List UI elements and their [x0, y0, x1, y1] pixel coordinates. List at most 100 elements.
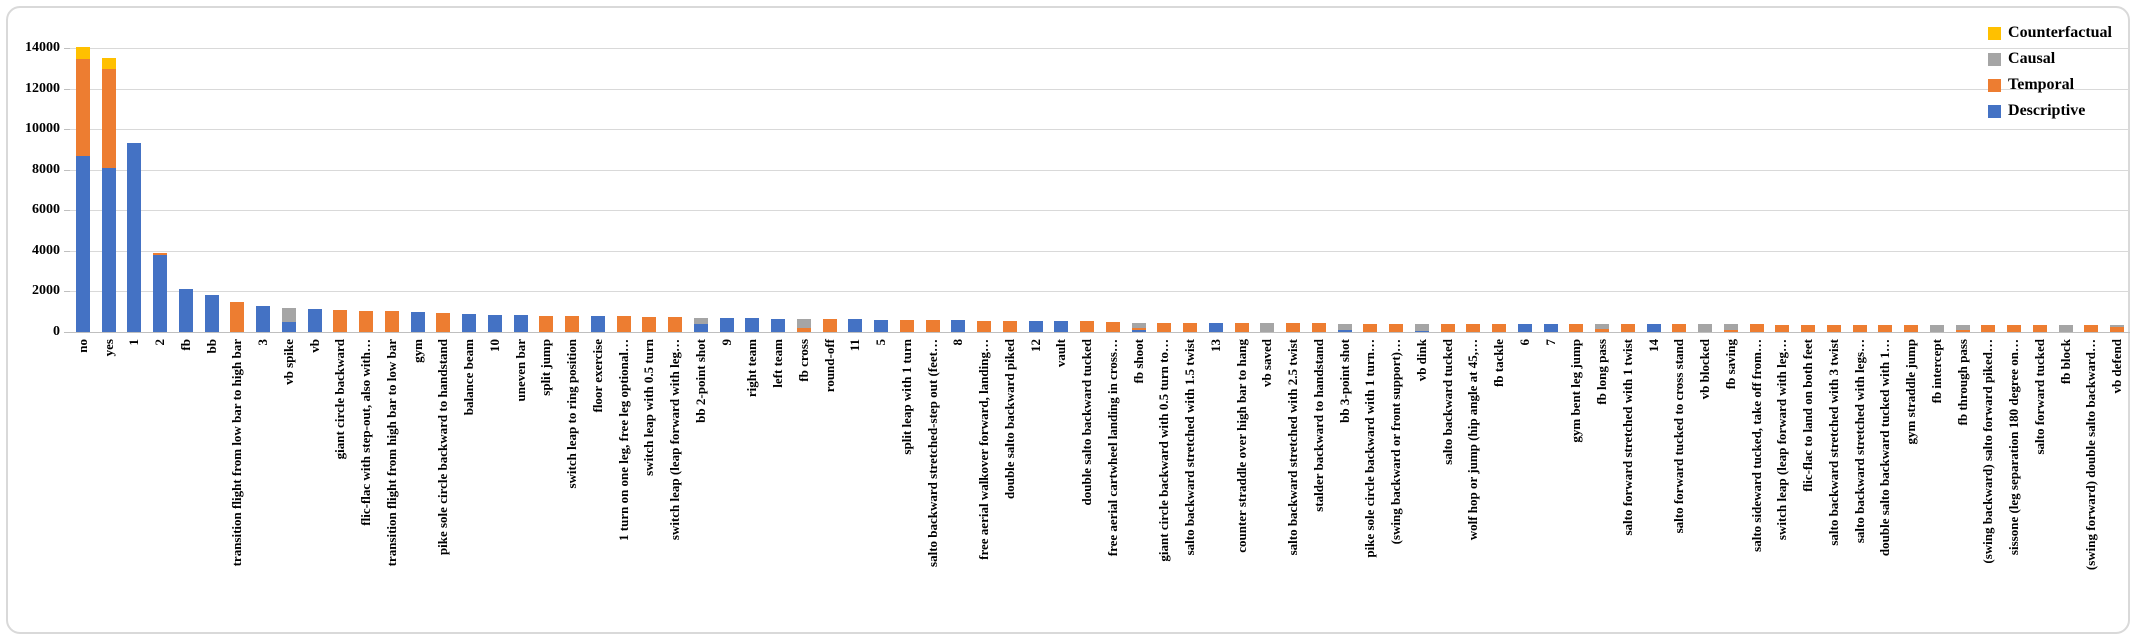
bar-segment-descriptive — [204, 295, 219, 332]
x-axis-category-label: sissone (leg separation 180 degree on… — [2006, 339, 2022, 556]
bar-segment-temporal — [977, 320, 992, 332]
x-axis-category-label: 14 — [1645, 339, 1661, 352]
bar-segment-temporal — [1620, 324, 1635, 332]
x-axis-category-label: salto backward stretched with legs… — [1851, 339, 1867, 544]
x-axis-category-label: double salto backward tucked with 1… — [1877, 339, 1893, 557]
x-axis-category-label: 1 — [126, 339, 142, 346]
x-axis-category-label: double salto backward tucked — [1079, 339, 1095, 506]
x-axis-category-label: vb — [306, 339, 322, 353]
y-axis-tick-label: 8000 — [32, 161, 60, 177]
x-axis-category-label: giant circle backward with 0.5 turn to… — [1156, 339, 1172, 562]
y-axis-tick — [64, 129, 70, 131]
bar-segment-causal — [1131, 322, 1146, 328]
x-axis-category-label: 2 — [152, 339, 168, 346]
y-axis-tick — [64, 291, 70, 293]
bar-segment-descriptive — [951, 320, 966, 332]
bar-segment-descriptive — [487, 314, 502, 332]
x-axis-category-label: fb long pass — [1594, 339, 1610, 405]
x-axis-category-label: bb — [203, 339, 219, 354]
x-axis-category-label: salto backward stretched with 3 twist — [1825, 339, 1841, 546]
bar-segment-temporal — [899, 319, 914, 332]
y-axis-tick — [64, 169, 70, 171]
bar-segment-descriptive — [127, 143, 142, 332]
bar-segment-descriptive — [307, 308, 322, 332]
y-axis-tick — [64, 332, 70, 333]
x-axis-category-label: 13 — [1207, 339, 1223, 352]
y-axis-tick-label: 6000 — [32, 202, 60, 218]
bar-segment-temporal — [1672, 324, 1687, 332]
y-axis-tick-label: 0 — [53, 324, 60, 339]
x-axis-category-label: fb block — [2057, 339, 2073, 385]
x-axis-category-label: vault — [1053, 339, 1069, 368]
x-axis-category-label: 12 — [1027, 339, 1043, 352]
legend-label: Descriptive — [2008, 102, 2086, 119]
x-axis-category-label: 9 — [718, 339, 734, 346]
x-axis-category-label: salto forward stretched with 1 twist — [1619, 339, 1635, 536]
y-axis-tick-label: 4000 — [32, 242, 60, 258]
x-axis-category-label: salto backward stretched with 1.5 twist — [1182, 339, 1198, 556]
legend-item-descriptive: Descriptive — [1988, 102, 2112, 120]
legend-item-counterfactual: Counterfactual — [1988, 24, 2112, 42]
legend-item-temporal: Temporal — [1988, 76, 2112, 94]
x-axis-category-label: vb spike — [280, 339, 296, 385]
x-axis-category-label: flic-flac to land on both feet — [1800, 339, 1816, 492]
x-axis-category-label: salto backward stretched with 2.5 twist — [1285, 339, 1301, 556]
bar-segment-descriptive — [1517, 324, 1532, 332]
bar-segment-temporal — [1080, 321, 1095, 332]
bar-segment-descriptive — [1131, 329, 1146, 332]
legend-swatch-icon — [1988, 26, 2002, 40]
x-axis-category-label: vb blocked — [1697, 339, 1713, 400]
bar-segment-temporal — [1801, 324, 1816, 332]
bar-segment-temporal — [1749, 324, 1764, 332]
x-axis-category-label: bb 2-point shot — [692, 339, 708, 423]
bar-segment-temporal — [2110, 326, 2125, 332]
y-axis-tick-label: 10000 — [25, 121, 60, 137]
bar-segment-temporal — [1723, 329, 1738, 332]
bar-segment-descriptive — [1028, 321, 1043, 332]
bar-segment-causal — [1337, 323, 1352, 330]
bar-segment-temporal — [1904, 324, 1919, 332]
bar-segment-temporal — [1852, 324, 1867, 332]
x-axis-category-label: (swing backward or front support)… — [1388, 339, 1404, 545]
bar-segment-temporal — [1492, 324, 1507, 332]
y-axis-tick-label: 12000 — [25, 80, 60, 96]
x-axis-category-label: fb tackle — [1491, 339, 1507, 388]
x-axis-category-label: free aerial walkover forward, landing… — [976, 339, 992, 560]
bar-segment-temporal — [1183, 323, 1198, 332]
bar-segment-temporal — [1878, 324, 1893, 332]
bar-segment-temporal — [642, 316, 657, 332]
legend-swatch-icon — [1988, 52, 2002, 66]
x-axis-category-label: salto forward tucked to cross stand — [1671, 339, 1687, 534]
x-axis-category-label: (swing forward) double salto backward… — [2083, 339, 2099, 571]
bar-segment-causal — [281, 307, 296, 322]
x-axis-category-label: vb defend — [2109, 339, 2125, 394]
y-axis-tick — [64, 88, 70, 90]
y-axis-tick — [64, 210, 70, 212]
bar-segment-descriptive — [874, 319, 889, 332]
bar-segment-descriptive — [1543, 324, 1558, 332]
bar-segment-descriptive — [590, 315, 605, 332]
bar-segment-temporal — [796, 327, 811, 332]
x-axis-category-label: round-off — [821, 339, 837, 393]
bar-segment-causal — [1595, 324, 1610, 329]
bar-segment-temporal — [1157, 322, 1172, 332]
x-axis-labels: no yes 1 2 fb bb transition flight from low ba… — [70, 339, 2130, 639]
x-axis-category-label: gym bent leg jump — [1568, 339, 1584, 443]
legend-swatch-icon — [1988, 78, 2002, 92]
bar-segment-temporal — [359, 310, 374, 332]
x-axis-category-label: double salto backward piked — [1001, 339, 1017, 500]
bar-segment-descriptive — [1054, 321, 1069, 332]
y-axis-tick-label: 14000 — [25, 40, 60, 55]
bar-segment-temporal — [1981, 324, 1996, 332]
x-axis-category-label: vb dink — [1413, 339, 1429, 382]
bar-segment-causal — [693, 317, 708, 324]
bar-segment-descriptive — [1646, 324, 1661, 332]
x-axis-category-label: gym — [409, 339, 425, 363]
x-axis-category-label: pike sole circle backward to handstand — [435, 339, 451, 556]
x-axis-category-label: split jump — [538, 339, 554, 396]
x-axis-category-label: fb saving — [1722, 339, 1738, 390]
x-axis-category-label: transition flight from low bar to high b… — [229, 339, 245, 567]
x-axis-category-label: no — [74, 339, 90, 353]
x-axis-category-label: transition flight from high bar to low b… — [383, 339, 399, 567]
bar-segment-temporal — [1286, 323, 1301, 332]
